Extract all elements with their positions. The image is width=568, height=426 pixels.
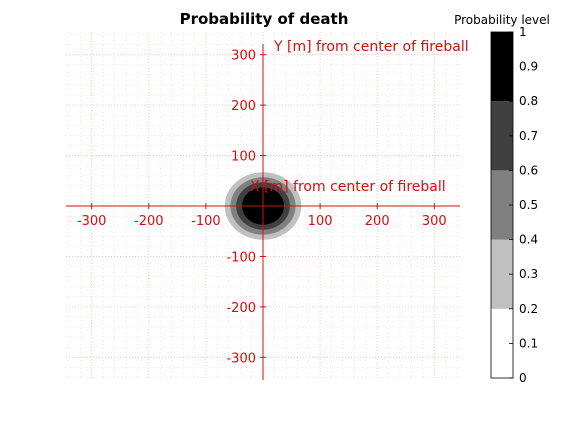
y-axis-label: Y [m] from center of fireball	[273, 39, 469, 55]
y-tick-label: 300	[231, 49, 256, 64]
x-axis-label: X [m] from center of fireball	[250, 179, 446, 195]
x-tick-label: -100	[191, 214, 221, 229]
x-tick-label: -300	[77, 214, 107, 229]
colorbar-tick-label: 0.2	[519, 302, 538, 316]
colorbar-tick-label: 0.8	[519, 94, 538, 108]
colorbar-tick-label: 0.9	[519, 60, 538, 74]
x-tick-label: 100	[308, 214, 333, 229]
colorbar-tick-label: 0.6	[519, 163, 538, 177]
colorbar-tick-label: 0	[519, 371, 527, 385]
colorbar-band-1	[491, 239, 513, 309]
colorbar-label: Probability level	[454, 13, 550, 27]
y-tick-label: -200	[226, 301, 256, 316]
colorbar-band-4	[491, 32, 513, 102]
x-tick-label: 300	[422, 214, 447, 229]
colorbar-tick-label: 0.7	[519, 129, 538, 143]
y-tick-label: -300	[226, 351, 256, 366]
colorbar-tick-label: 0.1	[519, 336, 538, 350]
y-tick-label: -100	[226, 250, 256, 265]
colorbar: 1 0.9 0.8 0.7 0.6 0.5 0.4 0.3 0.2 0.1 0	[490, 25, 538, 385]
colorbar-band-0	[491, 308, 513, 378]
chart-title: Probability of death	[180, 10, 349, 28]
x-tick-label: -200	[134, 214, 164, 229]
y-tick-label: 200	[231, 99, 256, 114]
colorbar-tick-label: 0.4	[519, 233, 538, 247]
colorbar-band-3	[491, 101, 513, 171]
x-tick-label: 200	[365, 214, 390, 229]
colorbar-tick-label: 1	[519, 25, 527, 39]
y-tick-label: 100	[231, 150, 256, 165]
plot-axes	[66, 44, 460, 380]
tick-labels: -300 -200 -100 100 200 300 300 200 100 -100 -200 -3…	[77, 49, 447, 367]
colorbar-band-2	[491, 170, 513, 240]
colorbar-tick-label: 0.5	[519, 198, 538, 212]
colorbar-tick-label: 0.3	[519, 267, 538, 281]
